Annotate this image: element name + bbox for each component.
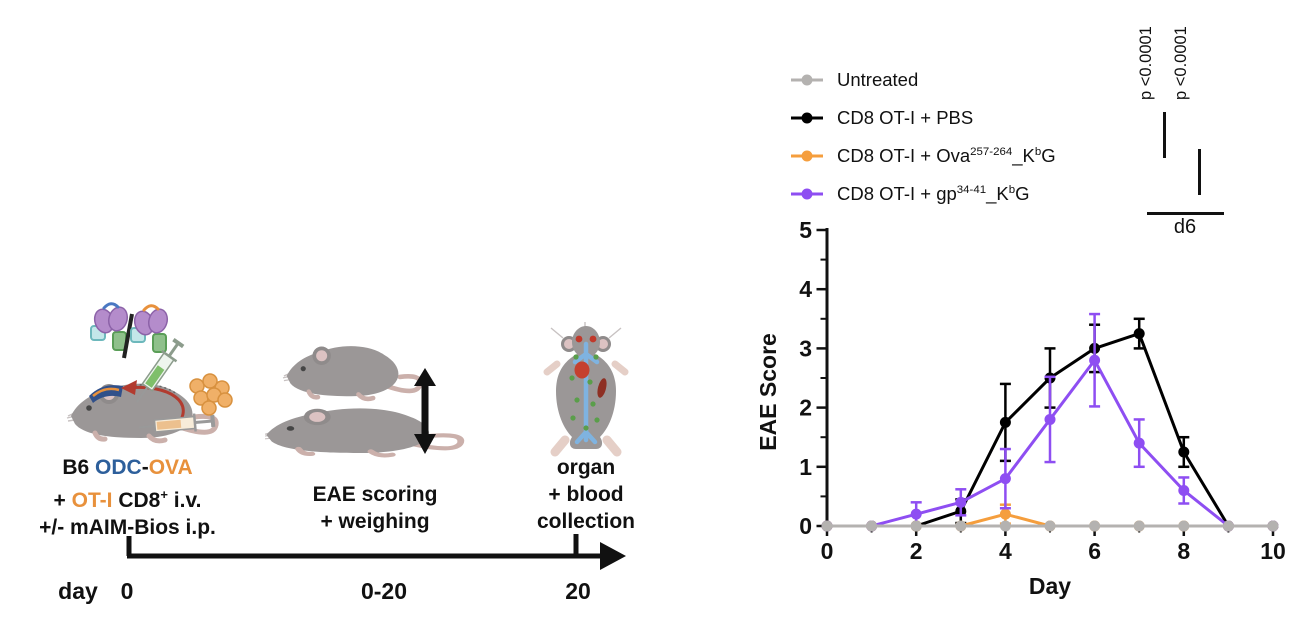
chart-legend: Untreated CD8 OT-I + PBS CD8 OT-I + Ova257… xyxy=(790,67,1056,207)
spleen-icon xyxy=(597,378,607,398)
svg-text:2: 2 xyxy=(910,538,923,564)
svg-text:10: 10 xyxy=(1260,538,1286,564)
x-axis-label: Day xyxy=(1029,573,1071,599)
pvalue-left: p <0.0001 xyxy=(1137,26,1155,100)
arrowhead-icon xyxy=(600,542,626,570)
svg-text:0: 0 xyxy=(799,513,812,539)
iv-syringe-icon xyxy=(136,337,185,403)
series-cd8-ot-i-gp34-41-kbg xyxy=(821,312,1279,532)
svg-text:4: 4 xyxy=(799,276,812,302)
double-arrow-icon xyxy=(414,368,436,454)
svg-text:4: 4 xyxy=(999,538,1012,564)
cell-cluster-icon xyxy=(189,373,233,416)
organs-overlay xyxy=(569,335,607,445)
step3-caption: organ + blood collection xyxy=(531,454,641,535)
step2-caption-line1: EAE scoring xyxy=(312,483,438,506)
mouse-prone-icon xyxy=(265,408,461,455)
legend-label: CD8 OT-I + PBS xyxy=(837,107,974,128)
step2-caption: EAE scoring + weighing xyxy=(280,481,470,535)
heart-icon xyxy=(574,361,590,379)
svg-text:0: 0 xyxy=(821,538,834,564)
step3-caption-line1: organ xyxy=(556,456,616,479)
svg-text:2: 2 xyxy=(799,395,812,421)
mhc-molecule-gp-icon xyxy=(130,304,169,353)
timeline-tick-0: 0 xyxy=(120,578,134,604)
svg-text:8: 8 xyxy=(1177,538,1190,564)
series-untreated xyxy=(821,520,1279,532)
step1-caption: B6 ODC-OVA + OT-I CD8+ i.v. +/- mAIM-Bio… xyxy=(15,454,240,541)
significance-bracket-label: d6 xyxy=(1173,216,1197,238)
injection-mouse-illustration xyxy=(25,302,233,458)
svg-text:1: 1 xyxy=(799,454,812,480)
legend-item-2: CD8 OT-I + PBS xyxy=(790,105,1056,131)
chart-tick-labels: 0 2 4 6 8 10 0 1 2 3 4 5 xyxy=(799,217,1286,564)
brain-target-arc xyxy=(92,387,120,397)
step1-caption-line2: + OT-I CD8+ i.v. xyxy=(53,487,202,512)
step1-caption-line1: B6 ODC-OVA xyxy=(62,456,193,479)
step1-caption-line3: +/- mAIM-Bios i.p. xyxy=(39,516,216,539)
timeline-tick-0-20: 0-20 xyxy=(360,578,408,604)
step3-caption-line2: + blood xyxy=(548,483,624,506)
timeline-arrow xyxy=(126,534,626,570)
significance-bar-left xyxy=(1163,112,1166,158)
legend-label: CD8 OT-I + gp34-41_KbG xyxy=(837,183,1030,204)
svg-text:5: 5 xyxy=(799,217,812,243)
eae-mice-illustration xyxy=(265,328,480,463)
svg-text:6: 6 xyxy=(1088,538,1101,564)
pvalue-right: p <0.0001 xyxy=(1172,26,1190,100)
legend-label: CD8 OT-I + Ova257-264_KbG xyxy=(837,145,1056,166)
mouse-standing-icon xyxy=(283,346,420,399)
slash-divider xyxy=(122,313,134,359)
legend-item-1: Untreated xyxy=(790,67,1056,93)
legend-item-3: CD8 OT-I + Ova257-264_KbG xyxy=(790,143,1056,169)
legend-marker-icon xyxy=(791,74,823,86)
legend-label: Untreated xyxy=(837,69,919,90)
ip-syringe-icon xyxy=(138,413,216,433)
step2-caption-line2: + weighing xyxy=(320,510,430,533)
mhc-molecule-ova-icon xyxy=(90,302,129,351)
eae-score-chart: 0 2 4 6 8 10 0 1 2 3 4 5 Day EAE Score xyxy=(758,217,1286,599)
legend-marker-icon xyxy=(791,112,823,124)
timeline-tick-20: 20 xyxy=(565,578,591,604)
lymph-nodes xyxy=(569,354,600,431)
legend-marker-icon xyxy=(791,150,823,162)
organ-collection-mouse-illustration xyxy=(543,322,629,457)
y-axis-label: EAE Score xyxy=(758,333,781,451)
legend-item-4: CD8 OT-I + gp34-41_KbG xyxy=(790,181,1056,207)
step3-caption-line3: collection xyxy=(536,510,636,533)
svg-text:3: 3 xyxy=(799,335,812,361)
legend-marker-icon xyxy=(791,188,823,200)
timeline-day-label: day xyxy=(58,578,98,604)
significance-bar-right xyxy=(1198,149,1201,195)
significance-bracket-line xyxy=(1147,212,1224,215)
